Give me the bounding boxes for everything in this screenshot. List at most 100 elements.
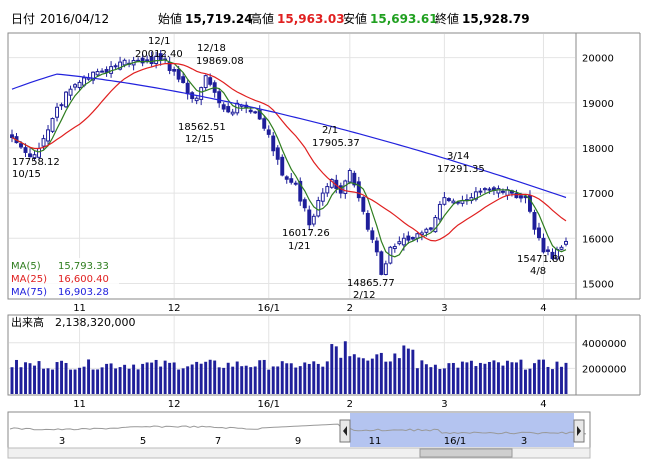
candle (104, 66, 109, 77)
candle-body (401, 237, 406, 246)
navigator-tick-label: 3 (59, 436, 65, 447)
volume-bar (447, 363, 451, 394)
candle (437, 201, 442, 223)
volume-bar (519, 359, 523, 394)
volume-bar (438, 368, 442, 394)
candle-body (149, 56, 154, 65)
volume-bar (141, 363, 145, 394)
volume-bar (366, 360, 370, 394)
volume-bar (267, 369, 271, 394)
volume-bar (127, 368, 131, 394)
candlesticks (10, 50, 568, 276)
candle-body (541, 237, 546, 253)
navigator-right-handle[interactable] (573, 419, 585, 443)
price-tick-label: 16000 (582, 234, 614, 245)
volume-bar (361, 358, 365, 394)
volume-bar (105, 363, 109, 394)
volume-bar (15, 359, 18, 394)
volume-bar (204, 361, 208, 394)
candle (23, 143, 28, 158)
volume-bar (159, 366, 163, 394)
volume-bar (478, 362, 482, 394)
candle-body (73, 84, 78, 88)
navigator-scrollbar-track[interactable] (7, 447, 591, 459)
volume-bar (91, 369, 95, 394)
volume-date-tick-label: 3 (441, 399, 447, 410)
candle (442, 192, 447, 206)
annotation-price: 14865.77 (347, 278, 395, 289)
candle-body (91, 71, 96, 81)
candle-body (118, 61, 123, 70)
ma5-line (11, 59, 567, 258)
legend-name: MA(25) (11, 274, 47, 285)
volume-bar (96, 369, 100, 394)
volume-bar (213, 360, 217, 394)
volume-bar (109, 363, 113, 394)
candle-body (451, 200, 456, 204)
candle (428, 226, 433, 232)
volume-bar (262, 359, 266, 394)
candle-body (226, 106, 231, 113)
candle (311, 213, 316, 227)
candle (28, 148, 32, 158)
volume-bar (33, 365, 36, 394)
candle (550, 248, 555, 260)
candle-body (370, 230, 375, 240)
date-tick-label: 11 (73, 303, 86, 314)
low-value: 15,693.61 (370, 12, 438, 26)
range-navigator[interactable]: 3 5 7 9 11 16/1 3 (7, 411, 591, 459)
candle (343, 179, 348, 199)
candle-body (28, 153, 32, 158)
candle (262, 116, 267, 131)
candle-body (311, 215, 316, 225)
candle-body (496, 188, 501, 194)
candle (482, 187, 487, 194)
candle-body (352, 172, 357, 186)
volume-bar (542, 359, 545, 394)
candle (73, 83, 78, 91)
candle-body (37, 148, 41, 158)
candle (559, 245, 564, 251)
annotation-date: 2/1 (322, 125, 338, 136)
volume-bar (528, 368, 532, 394)
volume-tick-label: 4000000 (582, 339, 627, 350)
price-tick-label: 15000 (582, 279, 614, 290)
navigator-scrollbar-thumb[interactable] (419, 448, 513, 458)
volume-bar (271, 366, 275, 394)
candle (203, 74, 208, 91)
candle (397, 236, 402, 246)
candle-body (266, 129, 271, 135)
candle (226, 102, 231, 114)
candle-body (316, 200, 321, 217)
volume-date-tick-label: 12 (168, 399, 181, 410)
candle (289, 172, 294, 185)
navigator-left-handle[interactable] (339, 419, 351, 443)
volume-bar (514, 362, 518, 394)
candle-body (473, 191, 478, 200)
candle-body (428, 227, 433, 230)
volume-bar (424, 364, 428, 394)
candle-body (19, 143, 23, 148)
navigator-overview-line (9, 423, 587, 435)
volume-bar (433, 364, 437, 394)
ma75-line (11, 73, 567, 199)
candle (392, 243, 397, 253)
volume-bar (186, 366, 190, 394)
candle-body (158, 53, 163, 61)
price-tick-label: 19000 (582, 99, 614, 110)
volume-bar (496, 362, 500, 394)
annotation-price: 17905.37 (312, 138, 360, 149)
volume-bar (37, 361, 41, 394)
candle-body (23, 147, 28, 153)
candle (356, 176, 361, 202)
candle-body (208, 77, 213, 85)
volume-bar (312, 361, 316, 394)
candle (190, 91, 195, 103)
candle-body (356, 181, 361, 199)
candle-body (140, 57, 145, 64)
candle-body (10, 134, 14, 139)
candle-body (55, 106, 60, 118)
volume-bar (325, 361, 329, 394)
